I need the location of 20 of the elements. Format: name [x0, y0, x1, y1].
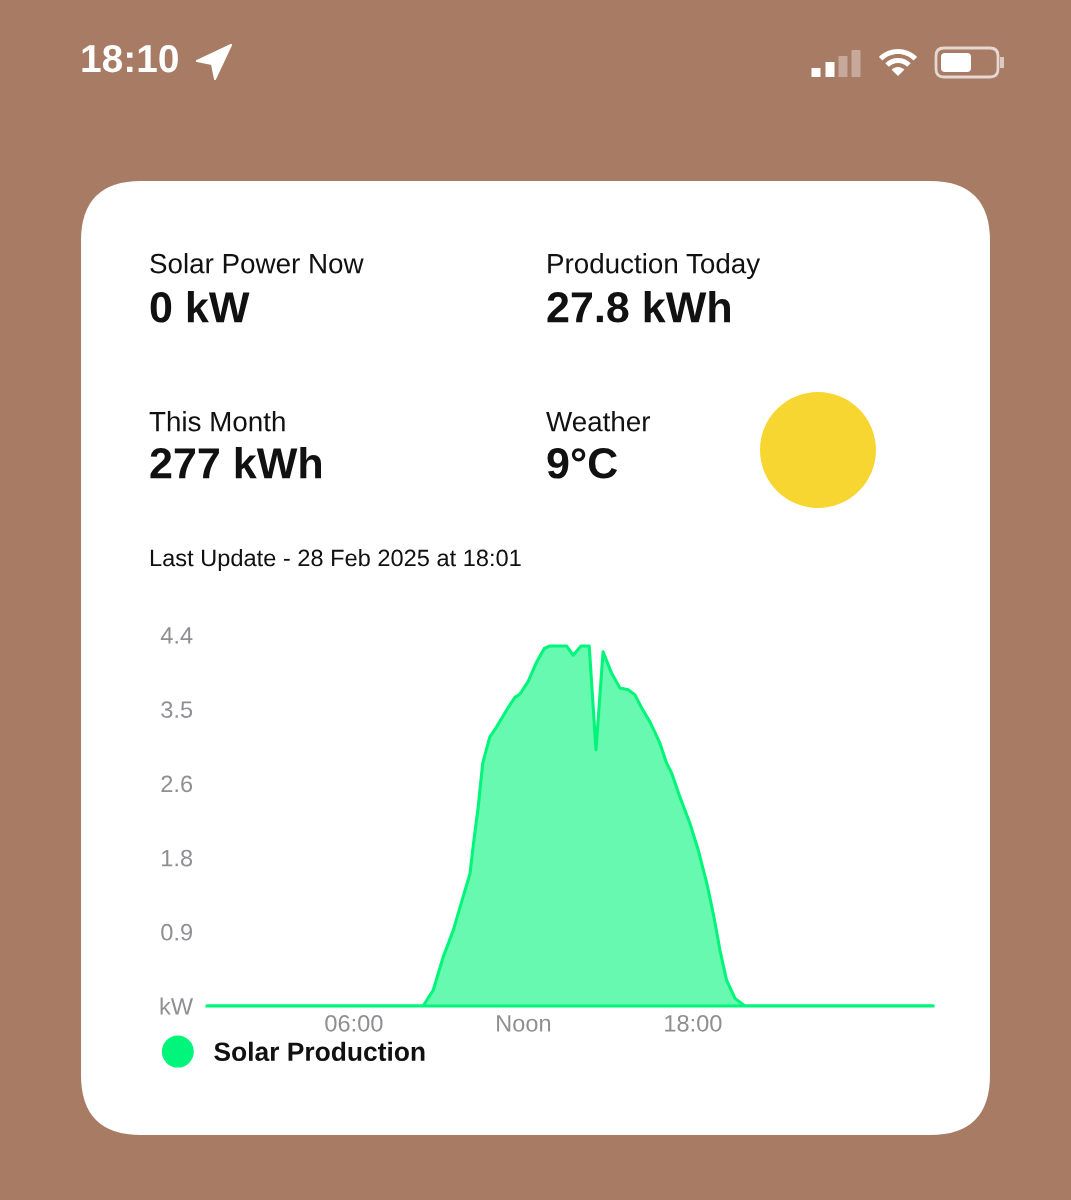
text: 9°C	[547, 448, 618, 479]
text: 18:10	[82, 44, 178, 73]
y-tick-label: 4.4	[160, 627, 193, 644]
text: Solar Power Now	[150, 253, 364, 274]
text: 0 kW	[150, 290, 250, 323]
text: This Month	[149, 411, 285, 432]
text: 277 kWh	[150, 446, 322, 479]
text: Weather	[546, 411, 651, 432]
x-tick-label: Noon	[497, 1015, 551, 1032]
legend-label: Solar Production	[214, 1041, 425, 1062]
text: Last Update - 28 Feb 2025 at 18:01	[150, 548, 521, 572]
text: Production Today	[548, 253, 761, 279]
y-tick-label: kW	[160, 997, 194, 1015]
y-tick-label: 0.9	[161, 923, 192, 941]
text: 27.8 kWh	[547, 290, 730, 323]
y-tick-label: 1.8	[162, 849, 193, 867]
x-tick-label: 06:00	[325, 1014, 383, 1032]
x-tick-label: 18:00	[665, 1014, 722, 1032]
y-tick-label: 3.5	[161, 701, 193, 718]
y-tick-label: 2.6	[161, 775, 193, 793]
